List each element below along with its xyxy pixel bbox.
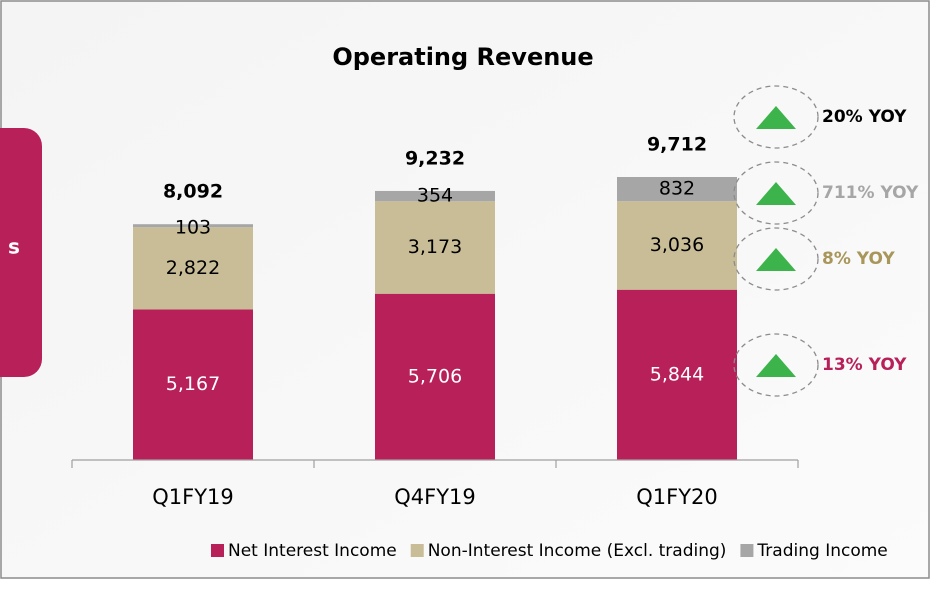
bar-segment — [375, 293, 495, 460]
bar-segment — [133, 227, 253, 310]
data-label: 354 — [417, 185, 453, 207]
x-tick-label: Q4FY19 — [394, 485, 476, 509]
annotation-circle — [733, 161, 819, 225]
bar-segment — [375, 201, 495, 294]
side-label: s — [8, 235, 20, 259]
legend-swatch — [211, 544, 224, 557]
legend-label: Trading Income — [756, 541, 887, 561]
total-label: 9,712 — [647, 134, 707, 156]
up-arrow — [756, 248, 796, 271]
data-label: 3,173 — [408, 236, 462, 258]
bar-segment — [133, 309, 253, 460]
bar-segment — [617, 289, 737, 460]
up-arrow — [756, 106, 796, 129]
annotation: 13% YOY — [822, 355, 907, 375]
bar-segment — [617, 201, 737, 290]
total-label: 8,092 — [163, 181, 223, 203]
data-label: 832 — [659, 178, 695, 200]
side-panel — [0, 128, 42, 377]
annotation-circle — [733, 333, 819, 397]
total-label: 9,232 — [405, 147, 465, 169]
bar-segment — [133, 224, 253, 228]
annotation: 20% YOY — [822, 107, 907, 127]
x-tick-label: Q1FY20 — [636, 485, 718, 509]
data-label: 3,036 — [650, 234, 704, 256]
data-label: 103 — [175, 217, 211, 239]
up-arrow — [756, 182, 796, 205]
annotation-circle — [733, 227, 819, 291]
data-label: 5,167 — [166, 373, 220, 395]
bar-segment — [375, 190, 495, 202]
x-tick-label: Q1FY19 — [152, 485, 234, 509]
annotation: 8% YOY — [822, 249, 895, 269]
legend-label: Net Interest Income — [228, 541, 397, 561]
legend-swatch — [410, 544, 424, 557]
up-arrow — [756, 354, 796, 377]
data-label: 2,822 — [166, 257, 220, 279]
data-label: 5,706 — [408, 365, 462, 387]
annotation-circle — [733, 85, 819, 149]
legend-swatch — [740, 544, 754, 557]
bar-segment — [617, 177, 737, 202]
legend-label: Non-Interest Income (Excl. trading) — [428, 541, 727, 561]
annotation: 711% YOY — [822, 183, 919, 203]
data-label: 5,844 — [650, 363, 704, 385]
chart-title: Operating Revenue — [332, 43, 593, 71]
